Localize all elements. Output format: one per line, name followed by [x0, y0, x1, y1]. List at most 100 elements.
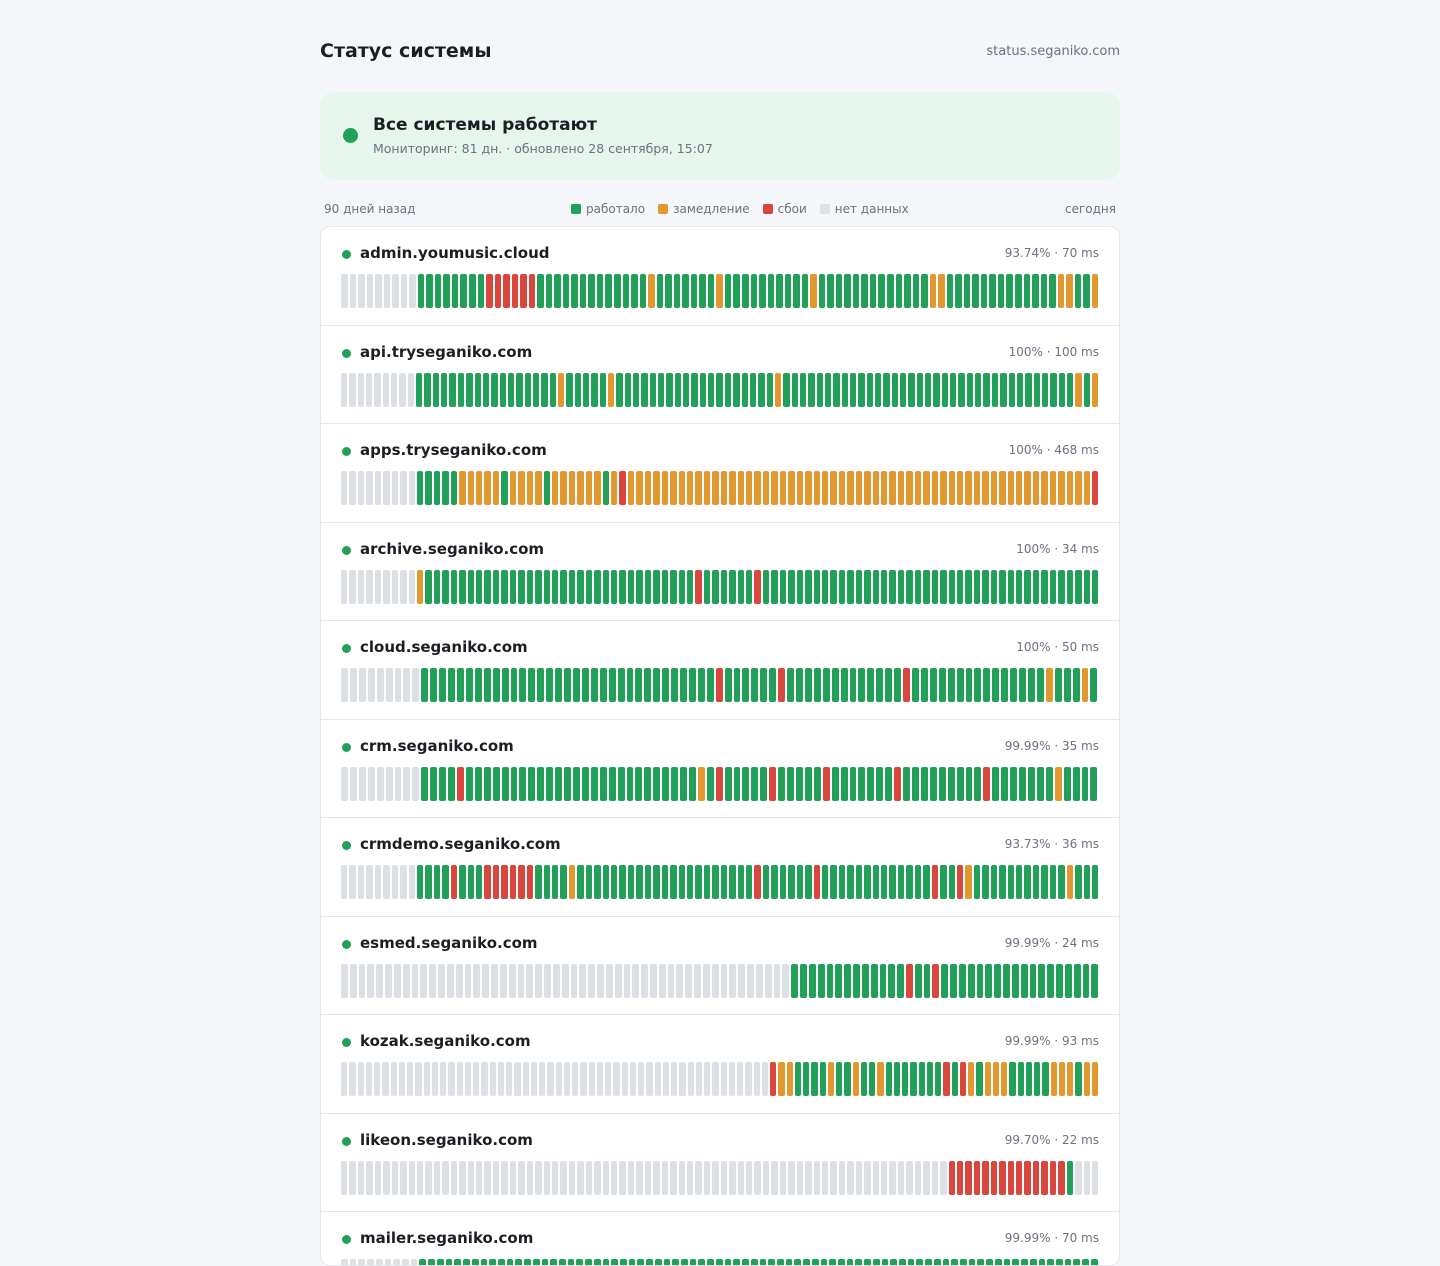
uptime-day-bar[interactable]: [982, 865, 989, 899]
uptime-day-bar[interactable]: [702, 963, 710, 998]
uptime-day-bar[interactable]: [999, 1160, 1006, 1195]
uptime-day-bar[interactable]: [788, 569, 795, 604]
uptime-day-bar[interactable]: [671, 1062, 678, 1096]
uptime-day-bar[interactable]: [870, 963, 878, 998]
uptime-day-bar[interactable]: [430, 766, 438, 801]
uptime-day-bar[interactable]: [860, 1062, 867, 1096]
uptime-day-bar[interactable]: [980, 274, 988, 308]
uptime-day-bar[interactable]: [426, 274, 433, 308]
uptime-day-bar[interactable]: [733, 1259, 741, 1265]
uptime-day-bar[interactable]: [511, 274, 519, 308]
uptime-day-bar[interactable]: [1049, 569, 1057, 604]
uptime-day-bar[interactable]: [579, 274, 587, 308]
uptime-day-bar[interactable]: [872, 865, 879, 899]
uptime-day-bar[interactable]: [747, 963, 754, 998]
uptime-day-bar[interactable]: [1024, 569, 1031, 604]
uptime-day-bar[interactable]: [889, 1160, 896, 1195]
uptime-day-bar[interactable]: [611, 1259, 618, 1265]
uptime-day-bar[interactable]: [1025, 372, 1032, 407]
uptime-day-bar[interactable]: [484, 865, 491, 899]
uptime-day-bar[interactable]: [459, 865, 466, 899]
uptime-day-bar[interactable]: [571, 274, 578, 308]
uptime-day-bar[interactable]: [956, 569, 964, 604]
uptime-day-bar[interactable]: [681, 1259, 688, 1265]
uptime-day-bar[interactable]: [788, 1160, 795, 1195]
uptime-day-bar[interactable]: [585, 471, 593, 505]
uptime-day-bar[interactable]: [749, 372, 757, 407]
uptime-day-bar[interactable]: [366, 1160, 373, 1195]
uptime-day-bar[interactable]: [471, 1259, 479, 1265]
uptime-day-bar[interactable]: [367, 766, 375, 801]
uptime-day-bar[interactable]: [546, 766, 554, 801]
uptime-day-bar[interactable]: [1024, 865, 1031, 899]
uptime-day-bar[interactable]: [977, 1259, 985, 1265]
uptime-day-bar[interactable]: [715, 766, 723, 801]
uptime-day-bar[interactable]: [938, 668, 946, 702]
uptime-day-bar[interactable]: [519, 668, 527, 702]
uptime-day-bar[interactable]: [1023, 274, 1031, 308]
uptime-day-bar[interactable]: [1016, 372, 1024, 407]
uptime-day-bar[interactable]: [771, 1160, 778, 1195]
uptime-day-bar[interactable]: [400, 1160, 407, 1195]
uptime-day-bar[interactable]: [994, 963, 1002, 998]
uptime-day-bar[interactable]: [465, 668, 473, 702]
uptime-day-bar[interactable]: [392, 274, 399, 308]
uptime-day-bar[interactable]: [904, 274, 911, 308]
uptime-day-bar[interactable]: [830, 471, 837, 505]
uptime-day-bar[interactable]: [639, 274, 647, 308]
uptime-day-bar[interactable]: [509, 1160, 517, 1195]
uptime-day-bar[interactable]: [605, 1062, 612, 1096]
uptime-day-bar[interactable]: [349, 471, 356, 505]
uptime-day-bar[interactable]: [711, 963, 719, 998]
uptime-day-bar[interactable]: [653, 569, 660, 604]
uptime-day-bar[interactable]: [1024, 1160, 1031, 1195]
uptime-day-bar[interactable]: [431, 1062, 438, 1096]
uptime-day-bar[interactable]: [549, 372, 556, 407]
uptime-day-bar[interactable]: [878, 274, 885, 308]
uptime-day-bar[interactable]: [522, 1062, 529, 1096]
uptime-day-bar[interactable]: [932, 963, 940, 998]
uptime-day-bar[interactable]: [679, 1062, 686, 1096]
uptime-day-bar[interactable]: [925, 1259, 932, 1265]
uptime-day-bar[interactable]: [906, 569, 913, 604]
uptime-day-bar[interactable]: [688, 668, 696, 702]
uptime-day-bar[interactable]: [888, 963, 896, 998]
uptime-day-bar[interactable]: [687, 1062, 694, 1096]
uptime-day-bar[interactable]: [501, 865, 508, 899]
uptime-day-bar[interactable]: [407, 1062, 414, 1096]
uptime-day-bar[interactable]: [786, 1062, 793, 1096]
uptime-day-bar[interactable]: [724, 1259, 732, 1265]
uptime-day-bar[interactable]: [811, 1062, 818, 1096]
uptime-day-bar[interactable]: [914, 963, 922, 998]
uptime-day-bar[interactable]: [1021, 1259, 1028, 1265]
uptime-day-bar[interactable]: [925, 372, 932, 407]
uptime-day-bar[interactable]: [661, 569, 669, 604]
uptime-day-bar[interactable]: [621, 1062, 628, 1096]
uptime-day-bar[interactable]: [466, 372, 473, 407]
uptime-day-bar[interactable]: [770, 1062, 777, 1096]
uptime-day-bar[interactable]: [858, 668, 866, 702]
uptime-day-bar[interactable]: [754, 865, 761, 899]
uptime-day-bar[interactable]: [537, 766, 545, 801]
uptime-day-bar[interactable]: [577, 569, 584, 604]
uptime-day-bar[interactable]: [682, 274, 689, 308]
uptime-day-bar[interactable]: [992, 668, 1000, 702]
uptime-day-bar[interactable]: [695, 865, 702, 899]
uptime-day-bar[interactable]: [796, 471, 804, 505]
uptime-day-bar[interactable]: [706, 668, 714, 702]
uptime-day-bar[interactable]: [1091, 963, 1099, 998]
uptime-day-bar[interactable]: [535, 865, 542, 899]
uptime-day-bar[interactable]: [445, 1259, 453, 1265]
uptime-day-bar[interactable]: [847, 471, 854, 505]
uptime-day-bar[interactable]: [416, 569, 424, 604]
uptime-day-bar[interactable]: [820, 1259, 828, 1265]
uptime-day-bar[interactable]: [646, 1259, 653, 1265]
uptime-day-bar[interactable]: [408, 569, 415, 604]
uptime-day-bar[interactable]: [941, 963, 949, 998]
uptime-day-bar[interactable]: [805, 569, 812, 604]
uptime-day-bar[interactable]: [712, 865, 719, 899]
uptime-day-bar[interactable]: [349, 1062, 356, 1096]
uptime-day-bar[interactable]: [894, 668, 902, 702]
uptime-day-bar[interactable]: [408, 865, 415, 899]
uptime-day-bar[interactable]: [784, 274, 792, 308]
